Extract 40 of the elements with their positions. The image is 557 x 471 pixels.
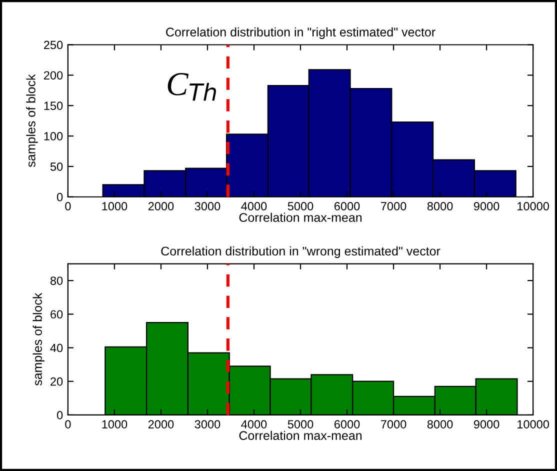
x-tick-label: 8000 [427, 202, 453, 210]
x-tick-label: 2000 [148, 420, 174, 428]
x-tick-label: 10000 [518, 420, 550, 428]
x-tick-label: 8000 [427, 420, 453, 428]
x-tick-label: 9000 [474, 202, 500, 210]
y-tick-label: 50 [50, 162, 63, 171]
y-tick-label: 60 [50, 310, 63, 319]
y-axis-title: samples of block [32, 292, 44, 386]
x-tick-label: 7000 [380, 202, 406, 210]
y-tick-label: 40 [50, 344, 63, 352]
chart-title: Correlation distribution in "right estimated" vector [166, 27, 436, 40]
x-tick-label: 3000 [194, 202, 220, 210]
y-tick-label: 0 [56, 410, 63, 420]
x-axis-title: Correlation max-mean [239, 212, 362, 222]
x-tick-label: 5000 [288, 420, 314, 428]
x-tick-label: 3000 [194, 420, 220, 428]
y-tick-label: 250 [44, 40, 63, 50]
x-tick-label: 0 [65, 420, 71, 428]
x-tick-label: 7000 [380, 420, 406, 428]
y-tick-label: 150 [44, 102, 63, 110]
x-tick-label: 4000 [241, 202, 267, 210]
chart-title: Correlation distribution in "wrong estimated" vector [161, 246, 440, 258]
y-axis-title: samples of block [26, 74, 38, 168]
y-tick-label: 100 [44, 132, 63, 140]
x-tick-label: 2000 [148, 202, 174, 210]
x-tick-label: 5000 [288, 202, 314, 210]
x-axis-title: Correlation max-mean [239, 430, 362, 440]
x-tick-label: 1000 [102, 420, 128, 428]
y-tick-label: 80 [50, 276, 63, 285]
x-tick-label: 0 [65, 202, 71, 210]
x-tick-label: 6000 [334, 202, 360, 210]
x-tick-label: 4000 [241, 420, 267, 428]
y-tick-label: 200 [44, 71, 63, 80]
y-tick-label: 20 [50, 377, 63, 386]
x-tick-label: 1000 [102, 202, 128, 210]
y-tick-label: 0 [56, 192, 63, 202]
x-tick-label: 10000 [518, 202, 550, 210]
x-tick-label: 6000 [334, 420, 360, 428]
ref-line-label: C$_{Th}$ [168, 73, 216, 101]
x-tick-label: 9000 [474, 420, 500, 428]
